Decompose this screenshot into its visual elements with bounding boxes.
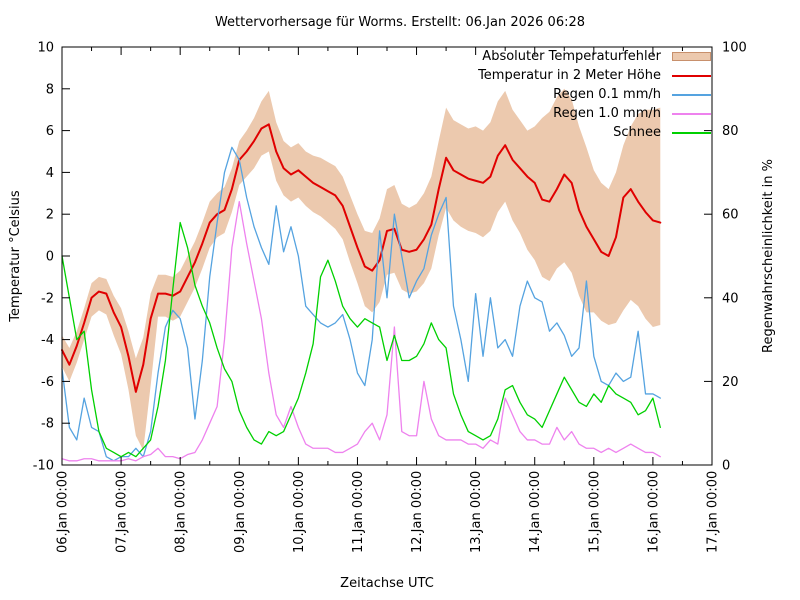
rain-10-line: [61, 201, 661, 462]
snow-line: [61, 221, 661, 458]
temperature-line: [61, 123, 662, 393]
y-right-tick-label: 0: [722, 459, 730, 474]
rain-01-line: [61, 146, 661, 462]
x-tick-label: 10.Jan 00:00: [292, 471, 307, 553]
temperature-error-band: [62, 88, 661, 451]
x-tick-label: 17.Jan 00:00: [706, 471, 721, 553]
y-left-tick-label: -2: [41, 291, 54, 306]
y-right-tick-label: 20: [722, 375, 739, 390]
y-left-tick-label: -8: [41, 417, 54, 432]
x-axis-label: Zeitachse UTC: [340, 576, 434, 591]
y-left-tick-label: 4: [46, 166, 54, 181]
legend-label-temperature-error: Absoluter Temperaturfehler: [482, 49, 661, 64]
chart-title: Wettervorhersage für Worms. Erstellt: 06…: [214, 15, 586, 30]
y-left-tick-label: 2: [46, 208, 54, 223]
x-tick-label: 08.Jan 00:00: [174, 471, 189, 553]
x-tick-label: 13.Jan 00:00: [469, 471, 484, 553]
x-tick-label: 06.Jan 00:00: [56, 471, 71, 553]
legend-label-snow: Schnee: [613, 125, 661, 140]
x-tick-label: 09.Jan 00:00: [233, 471, 248, 553]
x-tick-label: 15.Jan 00:00: [587, 471, 602, 553]
y-left-tick-label: -4: [41, 333, 54, 348]
y-left-tick-label: 0: [46, 250, 54, 265]
y-right-tick-label: 60: [722, 208, 739, 223]
y-axis-label-right: Regenwahrscheinlichkeit in %: [761, 159, 776, 353]
legend-swatch-rain-10: [672, 113, 711, 115]
y-right-tick-label: 40: [722, 291, 739, 306]
legend-swatch-temperature-error: [672, 52, 711, 61]
y-left-tick-label: -6: [41, 375, 54, 390]
y-right-tick-label: 80: [722, 124, 739, 139]
y-left-tick-label: 10: [37, 41, 54, 56]
legend-label-temperature: Temperatur in 2 Meter Höhe: [478, 68, 661, 83]
legend-swatch-temperature: [672, 75, 711, 77]
x-tick-label: 12.Jan 00:00: [410, 471, 425, 553]
x-tick-label: 16.Jan 00:00: [646, 471, 661, 553]
y-axis-label-left: Temperatur °Celsius: [8, 190, 23, 322]
x-tick-label: 14.Jan 00:00: [528, 471, 543, 553]
y-left-tick-label: 8: [46, 82, 54, 97]
y-left-tick-label: -10: [33, 459, 54, 474]
legend-label-rain-01: Regen 0.1 mm/h: [553, 87, 661, 102]
legend-label-rain-10: Regen 1.0 mm/h: [553, 106, 661, 121]
y-right-tick-label: 100: [722, 41, 747, 56]
legend-swatch-rain-01: [672, 94, 711, 96]
x-tick-label: 11.Jan 00:00: [351, 471, 366, 553]
legend-swatch-snow: [672, 132, 711, 134]
y-left-tick-label: 6: [46, 124, 54, 139]
x-tick-label: 07.Jan 00:00: [115, 471, 130, 553]
